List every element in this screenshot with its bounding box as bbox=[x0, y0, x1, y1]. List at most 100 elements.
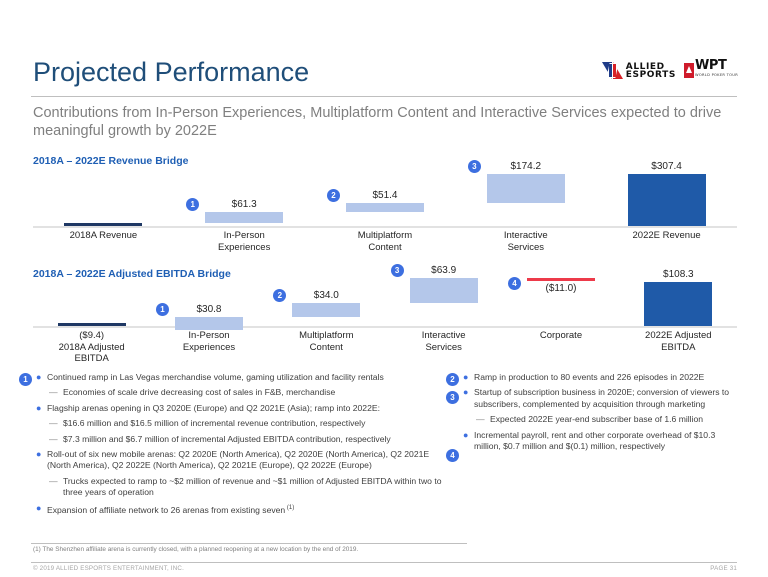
bar-value-label: ($11.0) bbox=[545, 282, 577, 294]
bullet-dot-icon: ● bbox=[36, 449, 42, 460]
bullets-left-column: ● Continued ramp in Las Vegas merchandise… bbox=[36, 372, 451, 520]
footnote-divider bbox=[31, 543, 467, 544]
bar-value-label: $108.3 bbox=[663, 269, 694, 280]
chart-category-label: ($9.4) 2018A Adjusted EBITDA bbox=[58, 330, 125, 364]
page-number: PAGE 31 bbox=[710, 565, 737, 572]
chart-category-label: In-Person Experiences bbox=[218, 230, 271, 253]
bullet-dot-icon: ● bbox=[463, 372, 469, 382]
em-dash-icon: — bbox=[49, 418, 58, 429]
logo-group: ALLIED ESPORTS WPT WORLD POKER TOUR bbox=[601, 58, 740, 81]
bullet-item: ● Expansion of affiliate network to 26 ar… bbox=[36, 503, 451, 516]
bullet-dot-icon: ● bbox=[36, 372, 42, 382]
chart-bar bbox=[292, 303, 361, 318]
chart-category-label: 2022E Adjusted EBITDA bbox=[645, 330, 712, 353]
chart-category-label: Multiplatform Content bbox=[299, 330, 354, 353]
allied-esports-wordmark: ALLIED ESPORTS bbox=[625, 61, 676, 80]
bullet-dot-icon: ● bbox=[36, 402, 42, 413]
playing-card-icon bbox=[683, 63, 694, 78]
chart-badge-3: 3 bbox=[390, 264, 404, 277]
bullet-text: Startup of subscription business in 2020… bbox=[474, 387, 730, 409]
right-column-badge-2: 2 bbox=[446, 373, 459, 386]
chart-bar bbox=[205, 212, 284, 223]
chart-axis-line bbox=[33, 226, 737, 228]
em-dash-icon: — bbox=[49, 433, 58, 444]
allied-esports-mark-icon bbox=[601, 62, 623, 79]
chart-bar bbox=[409, 278, 478, 304]
bullet-dot-icon: ● bbox=[36, 502, 42, 513]
sub-bullet-item: — Trucks expected to ramp to ~$2 million … bbox=[49, 476, 451, 499]
copyright-text: © 2019 ALLIED ESPORTS ENTERTAINMENT, INC… bbox=[33, 565, 184, 572]
sub-bullet-item: — Economies of scale drive decreasing cos… bbox=[49, 387, 451, 398]
chart-category-label: Corporate bbox=[539, 330, 583, 341]
chart-badge-2: 2 bbox=[273, 289, 287, 303]
bar-value-label: $63.9 bbox=[431, 265, 457, 276]
wpt-wordmark: WPT WORLD POKER TOUR bbox=[694, 58, 738, 80]
bullet-text: Ramp in production to 80 events and 226 … bbox=[474, 372, 705, 382]
bullet-item: ● Continued ramp in Las Vegas merchandise… bbox=[36, 372, 451, 383]
footer-divider bbox=[31, 562, 737, 563]
em-dash-icon: — bbox=[476, 414, 485, 425]
chart-badge-1: 1 bbox=[156, 303, 169, 317]
sub-bullet-item: — $16.6 million and $16.5 million of incr… bbox=[49, 418, 451, 429]
revenue-bridge-heading: 2018A – 2022E Revenue Bridge bbox=[33, 155, 189, 167]
bullet-item: ● Flagship arenas opening in Q3 2020E (Eu… bbox=[36, 403, 451, 414]
bar-value-label: $51.4 bbox=[372, 190, 398, 202]
chart-bar bbox=[486, 173, 565, 204]
bullet-text: Incremental payroll, rent and other corp… bbox=[474, 429, 716, 452]
page-title: Projected Performance bbox=[33, 57, 310, 87]
bullet-text: Expected 2022E year-end subscriber base … bbox=[490, 414, 704, 425]
bullet-item: ● Startup of subscription business in 202… bbox=[463, 387, 735, 410]
ebitda-bridge-heading: 2018A – 2022E Adjusted EBITDA Bridge bbox=[33, 268, 231, 280]
chart-badge-3: 3 bbox=[467, 159, 481, 173]
bullet-item: ● Ramp in production to 80 events and 226… bbox=[463, 372, 735, 383]
chart-bar bbox=[57, 323, 126, 326]
bullets-right-column: ● Ramp in production to 80 events and 226… bbox=[463, 372, 735, 456]
sub-bullet-item: — $7.3 million and $6.7 million of increm… bbox=[49, 434, 451, 445]
chart-badge-1: 1 bbox=[186, 198, 200, 212]
footnote-text: (1) The Shenzhen affiliate arena is curr… bbox=[33, 546, 359, 553]
bar-value-label: $174.2 bbox=[510, 160, 542, 172]
bullet-text: Roll-out of six new mobile arenas: Q2 20… bbox=[47, 449, 430, 471]
em-dash-icon: — bbox=[49, 387, 58, 398]
chart-bar bbox=[644, 282, 713, 326]
chart-bar bbox=[346, 203, 424, 213]
bullet-text: Continued ramp in Las Vegas merchandise … bbox=[47, 372, 384, 382]
bullet-dot-icon: ● bbox=[463, 429, 469, 440]
chart-category-label: Multiplatform Content bbox=[357, 230, 413, 253]
bullet-item: ● Incremental payroll, rent and other cor… bbox=[463, 430, 735, 453]
bullet-dot-icon: ● bbox=[463, 387, 469, 398]
allied-logo-line1: ALLIED bbox=[625, 61, 665, 72]
chart-badge-2: 2 bbox=[327, 189, 340, 203]
em-dash-icon: — bbox=[49, 475, 58, 486]
bullet-text: Flagship arenas opening in Q3 2020E (Eur… bbox=[47, 402, 380, 413]
wpt-logo-sub: WORLD POKER TOUR bbox=[694, 73, 738, 77]
bullet-text: Economies of scale drive decreasing cost… bbox=[63, 387, 336, 398]
bar-value-label: $61.3 bbox=[231, 199, 257, 211]
chart-bar bbox=[527, 277, 595, 281]
chart-category-label: In-Person Experiences bbox=[182, 330, 236, 353]
chart-category-label: 2018A Revenue bbox=[69, 230, 138, 241]
chart-axis-line bbox=[33, 326, 737, 328]
wpt-logo: WPT WORLD POKER TOUR bbox=[681, 58, 740, 81]
chart-badge-4: 4 bbox=[508, 276, 521, 290]
page-subtitle: Contributions from In-Person Experiences… bbox=[33, 105, 722, 139]
bullet-text: Trucks expected to ramp to ~$2 million o… bbox=[63, 475, 442, 498]
ebitda-bridge-chart: ($9.4)($9.4) 2018A Adjusted EBITDA$30.81… bbox=[33, 264, 737, 364]
bar-value-label: $307.4 bbox=[651, 161, 682, 172]
bar-value-label: $34.0 bbox=[313, 290, 339, 302]
chart-bar bbox=[627, 174, 706, 226]
bullet-item: ● Roll-out of six new mobile arenas: Q2 2… bbox=[36, 449, 451, 472]
chart-category-label: Interactive Services bbox=[503, 230, 548, 253]
chart-bar bbox=[175, 317, 243, 330]
chart-category-label: Interactive Services bbox=[421, 330, 466, 353]
allied-esports-logo: ALLIED ESPORTS bbox=[601, 61, 676, 80]
allied-logo-line2: ESPORTS bbox=[625, 69, 676, 80]
wpt-logo-main: WPT bbox=[694, 58, 727, 73]
chart-bar bbox=[64, 223, 143, 226]
title-divider bbox=[31, 96, 737, 97]
bullet-text: Expansion of affiliate network to 26 are… bbox=[47, 504, 295, 515]
right-column-badge-4: 4 bbox=[446, 449, 459, 462]
left-column-badge-1: 1 bbox=[19, 373, 32, 386]
